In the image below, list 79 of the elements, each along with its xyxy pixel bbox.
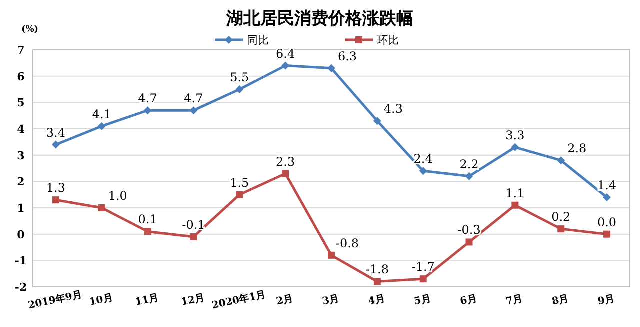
y-tick-label: 5 (17, 96, 25, 110)
x-tick-label: 2月 (276, 293, 294, 308)
point (511, 143, 520, 152)
data-label: -0.8 (336, 236, 360, 250)
x-tick-label: 10月 (88, 292, 114, 308)
data-label: 0.2 (552, 210, 571, 224)
data-label: 2.3 (276, 154, 296, 169)
data-label: 1.4 (597, 178, 617, 192)
data-label: 0.0 (597, 215, 617, 230)
x-tick-label: 4月 (367, 293, 386, 308)
legend-label: 环比 (377, 34, 399, 47)
point (52, 140, 60, 149)
x-tick-label: 12月 (180, 292, 206, 308)
chart-title: 湖北居民消费价格涨跌幅 (226, 9, 414, 29)
point (144, 228, 152, 236)
y-tick-label: -2 (14, 281, 28, 294)
x-tick-label: 2019年9月 (27, 288, 84, 312)
data-label: 4.3 (384, 102, 403, 116)
point (420, 276, 427, 283)
point (466, 238, 473, 246)
point (373, 117, 382, 126)
y-tick-label: 0 (17, 228, 26, 242)
x-tick-label: 8月 (551, 293, 570, 308)
data-label: 1.5 (230, 176, 250, 190)
data-label: 4.1 (92, 107, 112, 122)
data-label: 2.4 (414, 152, 434, 166)
data-label: 1.3 (46, 181, 66, 196)
data-label: 2.2 (460, 157, 479, 172)
data-label: 1.0 (108, 189, 128, 203)
point (465, 172, 474, 180)
x-tick-label: 7月 (505, 293, 524, 308)
data-label: 6.4 (276, 46, 296, 61)
point (603, 193, 612, 202)
data-label: -0.1 (182, 218, 206, 232)
data-label: 0.1 (138, 212, 158, 227)
x-tick-label: 3月 (322, 293, 340, 308)
y-tick-label: 1 (17, 202, 25, 215)
y-tick-label: 7 (17, 44, 25, 57)
data-label: 4.7 (138, 92, 158, 106)
y-axis-title: (%) (21, 25, 39, 35)
y-tick-label: 4 (17, 123, 26, 136)
data-label: 3.3 (506, 128, 525, 142)
point (190, 106, 198, 115)
y-tick-label: 3 (17, 149, 25, 162)
data-label: -0.3 (458, 223, 481, 238)
y-tick-label: 2 (17, 176, 25, 189)
data-label: 2.8 (568, 142, 587, 156)
data-label: -1.7 (412, 260, 435, 274)
point (236, 86, 244, 94)
x-tick-label: 11月 (134, 292, 160, 308)
x-tick-label: 5月 (413, 293, 432, 308)
point (512, 202, 519, 209)
point (98, 204, 106, 212)
data-label: 5.5 (230, 70, 250, 84)
point (236, 191, 244, 198)
point (419, 167, 428, 176)
point (282, 62, 290, 70)
point (98, 122, 106, 130)
x-tick-label: 9月 (597, 293, 616, 308)
data-label: -1.8 (366, 262, 389, 277)
legend-label: 同比 (247, 34, 269, 47)
point (374, 278, 381, 286)
y-tick-label: 6 (17, 70, 26, 84)
point (52, 196, 60, 204)
data-label: 4.7 (184, 92, 204, 106)
data-label: 3.4 (46, 126, 66, 140)
point (604, 230, 611, 238)
point (144, 106, 152, 115)
x-tick-label: 6月 (459, 293, 478, 308)
point (328, 252, 335, 259)
point (282, 170, 290, 178)
point (558, 226, 565, 233)
point (557, 156, 566, 165)
data-label: 6.3 (338, 49, 358, 64)
point (190, 233, 198, 240)
data-label: 1.1 (506, 186, 525, 200)
x-tick-label: 2020年1月 (210, 288, 268, 312)
point (328, 64, 336, 72)
y-tick-label: -1 (14, 254, 28, 268)
